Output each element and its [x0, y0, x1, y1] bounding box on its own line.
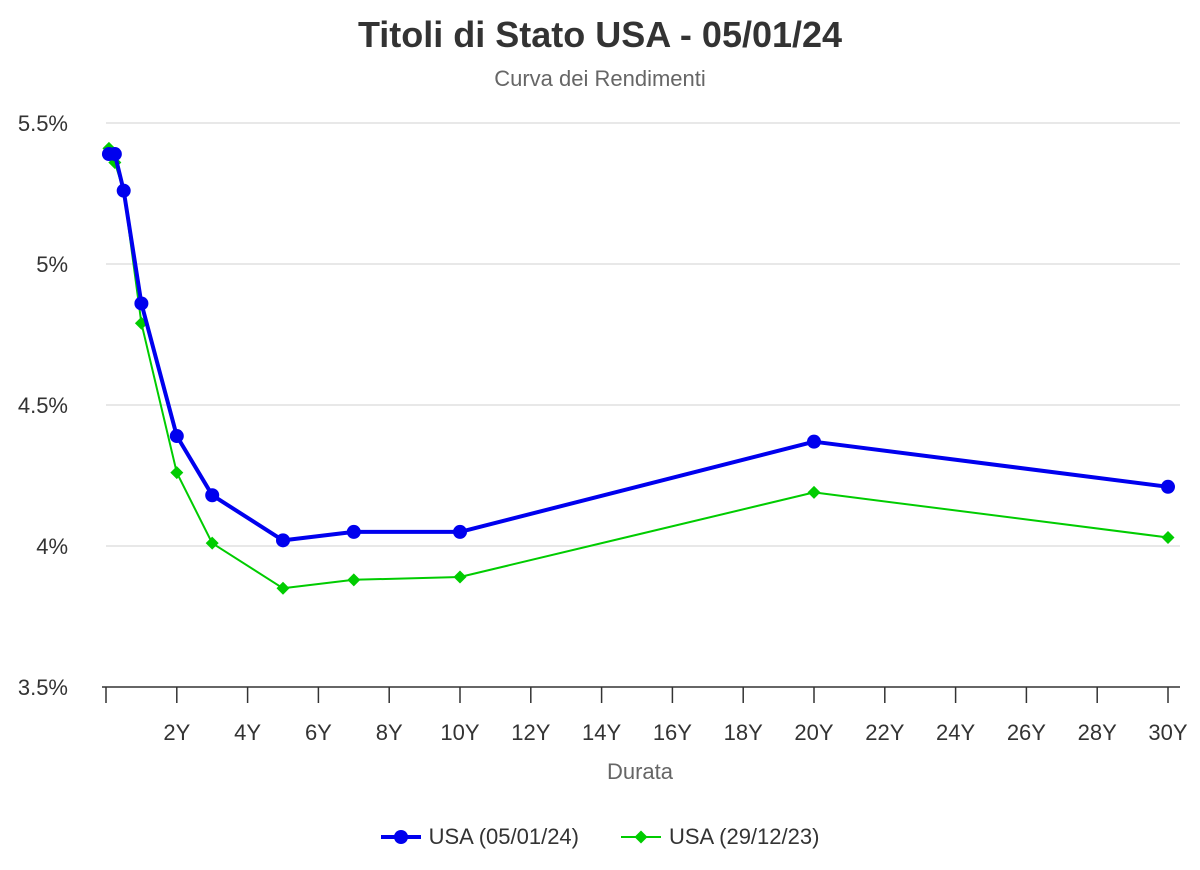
data-point	[347, 573, 361, 587]
x-tick-label: 10Y	[440, 720, 479, 745]
x-tick-label: 16Y	[653, 720, 692, 745]
legend-label: USA (29/12/23)	[669, 824, 820, 849]
x-tick-label: 30Y	[1148, 720, 1187, 745]
x-tick-label: 14Y	[582, 720, 621, 745]
data-point	[807, 434, 821, 449]
chart-subtitle: Curva dei Rendimenti	[494, 66, 706, 91]
x-tick-label: 6Y	[305, 720, 332, 745]
x-axis-label: Durata	[607, 759, 674, 784]
legend-diamond-icon	[621, 830, 661, 844]
legend-label: USA (05/01/24)	[428, 824, 579, 849]
data-point	[107, 147, 122, 162]
y-tick-label: 5%	[36, 252, 68, 277]
gridlines	[106, 122, 1180, 547]
data-point	[169, 429, 184, 444]
y-tick-label: 4.5%	[18, 393, 68, 418]
y-tick-label: 3.5%	[18, 675, 68, 700]
x-tick-label: 12Y	[511, 720, 550, 745]
y-tick-label: 4%	[36, 534, 68, 559]
x-tick-label: 20Y	[794, 720, 833, 745]
series-lines	[101, 141, 1175, 595]
data-point	[205, 536, 219, 550]
data-point	[134, 296, 149, 311]
x-tick-label: 28Y	[1078, 720, 1117, 745]
x-tick-label: 22Y	[865, 720, 904, 745]
chart-title: Titoli di Stato USA - 05/01/24	[357, 14, 843, 55]
series-line	[107, 148, 1169, 590]
series-line	[108, 152, 1169, 543]
legend-item[interactable]: USA (05/01/24)	[380, 824, 579, 850]
axes: 3.5% 4% 4.5% 5% 5.5% 2Y 4Y 6Y 8Y 10Y 12Y 14Y 16Y 18Y 2…	[18, 111, 1188, 745]
data-point	[453, 524, 467, 539]
x-tick-label: 2Y	[163, 720, 190, 745]
x-tick-label: 26Y	[1007, 720, 1046, 745]
legend-circle-icon	[380, 830, 421, 844]
data-point	[205, 488, 220, 503]
data-point	[807, 485, 821, 499]
legend-item[interactable]: USA (29/12/23)	[621, 824, 819, 850]
x-tick-label: 4Y	[234, 720, 261, 745]
x-tick-label: 24Y	[936, 720, 975, 745]
legend: USA (05/01/24) USA (29/12/23)	[0, 824, 1200, 850]
data-point	[116, 183, 131, 198]
x-tick-label: 18Y	[724, 720, 763, 745]
data-point	[346, 524, 361, 539]
data-point	[1161, 531, 1175, 545]
x-tick-label: 8Y	[376, 720, 403, 745]
data-point	[276, 533, 290, 548]
data-point	[1161, 479, 1175, 494]
data-point	[170, 466, 184, 480]
data-point	[276, 581, 290, 595]
data-point	[453, 570, 467, 584]
y-tick-label: 5.5%	[18, 111, 68, 136]
